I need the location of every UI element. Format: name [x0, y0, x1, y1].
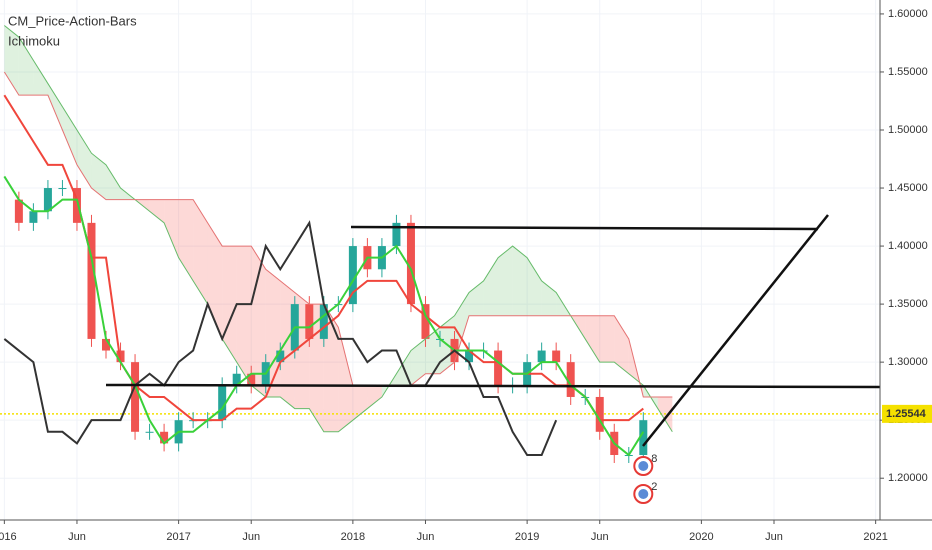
cloud-segment — [236, 246, 252, 386]
y-tick-label: 1.40000 — [888, 240, 928, 252]
cloud-segment — [541, 280, 557, 316]
x-tick-label: Jun — [417, 531, 435, 543]
cloud-segment — [498, 246, 513, 316]
cloud-segment — [149, 199, 165, 223]
price-label: 1.25544 — [886, 408, 927, 420]
cloud-segment — [222, 246, 237, 363]
cloud-segment — [469, 280, 484, 316]
series-line — [3, 94, 644, 422]
cloud-segment — [251, 246, 266, 397]
candle — [595, 396, 604, 432]
candle — [392, 222, 401, 247]
x-tick-label: Jun — [591, 531, 609, 543]
y-tick-label: 1.35000 — [888, 298, 928, 310]
candle — [14, 199, 23, 223]
cloud-segment — [4, 25, 19, 96]
cloud-segment — [599, 315, 615, 363]
event-icon-inner — [638, 461, 649, 471]
cloud-segment — [338, 327, 353, 432]
cloud-segment — [178, 199, 194, 281]
cloud-segment — [33, 60, 48, 96]
candle — [494, 350, 503, 386]
candle — [247, 373, 256, 386]
legend-entry: Ichimoku — [8, 33, 60, 48]
candle — [43, 188, 52, 212]
cloud-segment — [18, 37, 34, 96]
candle — [58, 188, 67, 190]
candle — [552, 350, 561, 363]
cloud-segment — [483, 257, 499, 316]
candle — [319, 304, 328, 339]
series-line — [3, 220, 558, 456]
candle — [566, 362, 575, 397]
trend-line — [642, 214, 829, 447]
candle — [421, 304, 430, 339]
x-tick-label: Jun — [68, 531, 86, 543]
cloud-segment — [106, 164, 121, 200]
candle — [145, 431, 154, 433]
cloud-segment — [193, 199, 208, 305]
x-tick-label: 2017 — [166, 531, 190, 543]
candle — [29, 211, 38, 223]
cloud-segment — [164, 199, 179, 258]
y-tick-label: 1.45000 — [888, 182, 928, 194]
cloud-segment — [512, 246, 528, 316]
cloud-segment — [410, 338, 426, 386]
trend-line — [350, 225, 819, 231]
candle — [218, 385, 227, 421]
cloud-segment — [614, 315, 629, 374]
y-tick-label: 1.30000 — [888, 356, 928, 368]
candle — [160, 431, 169, 444]
trend-line — [105, 383, 881, 389]
event-icon-inner — [638, 489, 649, 499]
x-tick-label: 2019 — [515, 531, 539, 543]
price-label-box — [882, 404, 932, 423]
x-tick-label: Jun — [242, 531, 260, 543]
event-count: 2 — [651, 481, 657, 493]
x-tick-label: 2016 — [0, 531, 17, 543]
candle — [348, 246, 357, 305]
x-tick-label: 2018 — [341, 531, 365, 543]
cloud-segment — [91, 153, 107, 200]
cloud-segment — [207, 222, 223, 339]
plot-area — [0, 0, 880, 520]
x-tick-label: Jun — [765, 531, 783, 543]
event-count: 8 — [651, 453, 657, 465]
legend-entry: CM_Price-Action-Bars — [8, 13, 137, 28]
cloud-segment — [47, 83, 63, 130]
y-tick-label: 1.60000 — [888, 8, 928, 20]
drawings — [105, 214, 881, 447]
candle — [305, 304, 314, 339]
series-line — [4, 25, 673, 433]
candle — [72, 188, 81, 223]
series-line — [3, 175, 645, 457]
x-tick-label: 2020 — [689, 531, 713, 543]
y-tick-label: 1.55000 — [888, 66, 928, 78]
cloud-segment — [76, 130, 92, 189]
y-tick-label: 1.50000 — [888, 124, 928, 136]
cloud-segment — [62, 106, 77, 165]
cloud-segment — [527, 257, 542, 316]
y-tick-label: 1.20000 — [888, 472, 928, 484]
cloud-segment — [367, 385, 382, 409]
x-tick-label: 2021 — [863, 531, 887, 543]
candle — [87, 222, 96, 339]
candle — [537, 350, 546, 363]
candle — [406, 222, 415, 305]
cloud-segment — [585, 315, 600, 363]
candle — [131, 362, 140, 432]
candle — [276, 350, 285, 363]
candle — [232, 373, 241, 386]
candle — [465, 350, 474, 363]
series-line — [3, 71, 673, 398]
candle — [102, 338, 111, 351]
candle — [639, 420, 648, 455]
